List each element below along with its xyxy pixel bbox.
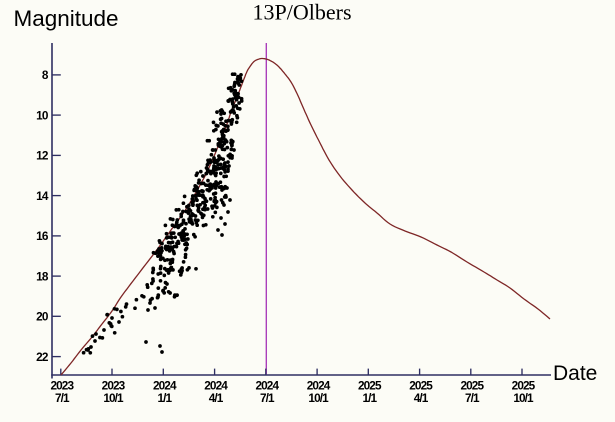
svg-text:18: 18: [36, 269, 49, 283]
svg-text:2023: 2023: [102, 378, 126, 392]
svg-text:10/1: 10/1: [103, 391, 124, 405]
svg-text:2024: 2024: [255, 378, 279, 392]
svg-text:10/1: 10/1: [513, 391, 534, 405]
svg-text:2025: 2025: [358, 378, 382, 392]
svg-text:2024: 2024: [153, 378, 177, 392]
svg-text:7/1: 7/1: [465, 391, 480, 405]
svg-text:10/1: 10/1: [308, 391, 329, 405]
svg-text:2023: 2023: [50, 378, 74, 392]
svg-text:12: 12: [36, 149, 49, 163]
svg-text:13P/Olbers: 13P/Olbers: [253, 0, 352, 24]
svg-text:1/1: 1/1: [362, 391, 377, 405]
svg-text:8: 8: [42, 68, 49, 82]
svg-text:10: 10: [36, 108, 49, 122]
svg-text:Date: Date: [553, 362, 597, 385]
svg-text:4/1: 4/1: [414, 391, 429, 405]
svg-text:2025: 2025: [512, 378, 536, 392]
svg-text:1/1: 1/1: [157, 391, 172, 405]
svg-text:7/1: 7/1: [260, 391, 275, 405]
svg-text:2025: 2025: [409, 378, 433, 392]
svg-text:2024: 2024: [307, 378, 331, 392]
svg-text:2025: 2025: [460, 378, 484, 392]
svg-text:16: 16: [36, 229, 49, 243]
svg-text:14: 14: [36, 189, 49, 203]
svg-text:20: 20: [36, 310, 49, 324]
svg-text:4/1: 4/1: [209, 391, 224, 405]
svg-text:Magnitude: Magnitude: [14, 6, 119, 31]
svg-text:22: 22: [36, 350, 49, 364]
svg-text:2024: 2024: [204, 378, 228, 392]
svg-text:7/1: 7/1: [55, 391, 70, 405]
